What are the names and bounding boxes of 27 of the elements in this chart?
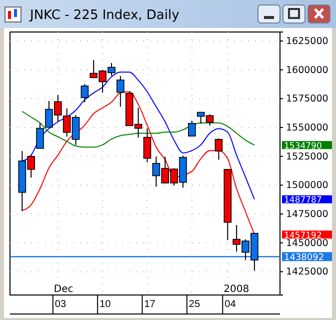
- candlestick: [188, 120, 196, 137]
- x-tick-label: 04: [224, 299, 236, 310]
- y-tick-label: 1600000: [286, 64, 328, 76]
- x-tick-label: 03: [54, 299, 66, 310]
- chart-title: JNKC - 225 Index, Daily: [29, 8, 180, 23]
- candlestick: [36, 122, 44, 149]
- y-tick-label: 1525000: [286, 151, 328, 162]
- x-tick-label: 17: [144, 299, 156, 310]
- x-tick-label: 25: [188, 299, 200, 310]
- y-tick-label: 1425000: [286, 266, 328, 278]
- y-tick-label: 1625000: [286, 36, 328, 48]
- annotation: 2008: [224, 284, 250, 295]
- text: 1487787: [284, 195, 322, 206]
- text: 1534790: [284, 141, 322, 152]
- y-tick-label: 1500000: [286, 180, 328, 192]
- candlestick: [116, 75, 124, 108]
- x-tick-label: 10: [100, 299, 112, 310]
- y-tick-label: 1550000: [286, 122, 328, 134]
- candlestick: [214, 138, 223, 160]
- y-tick-label: 1475000: [286, 209, 328, 220]
- candlestick: [80, 84, 89, 103]
- ref-line-label: 1438092: [284, 252, 324, 263]
- y-tick-label: 1575000: [286, 94, 328, 105]
- candlestick: [143, 128, 152, 163]
- line-series: [22, 110, 255, 148]
- y-tick-label: 1450000: [286, 238, 328, 249]
- annotation: Dec: [54, 284, 74, 295]
